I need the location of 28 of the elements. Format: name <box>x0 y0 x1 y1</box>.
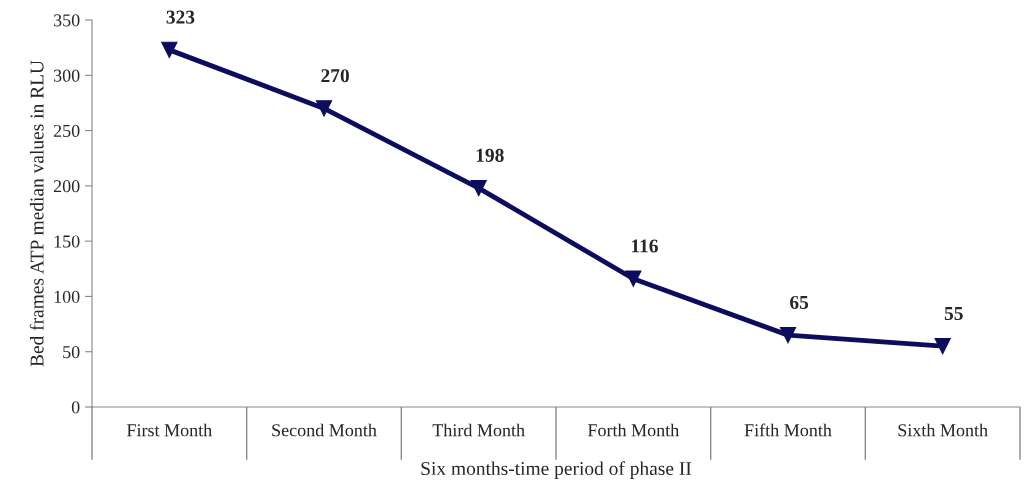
data-label: 55 <box>944 307 963 321</box>
point <box>779 326 797 344</box>
data-label: 116 <box>631 239 658 253</box>
data-label: 270 <box>321 69 349 83</box>
y-tick-label: 50 <box>63 345 80 359</box>
y-tick-label: 0 <box>71 401 80 414</box>
x-tick-label: Sixth Month <box>898 423 988 437</box>
y-tick-label: 300 <box>53 69 80 82</box>
data-label: 65 <box>790 295 809 309</box>
y-tick-label: 150 <box>54 235 80 248</box>
y-tick-label: 350 <box>53 14 80 27</box>
data-label: 323 <box>166 10 195 24</box>
point <box>470 179 487 197</box>
x-tick-label: Fifth Month <box>744 423 832 437</box>
x-tick-label: First Month <box>126 423 212 437</box>
point <box>161 41 178 59</box>
point <box>315 100 333 117</box>
y-tick-label: 200 <box>53 180 80 193</box>
y-axis-title: Bed frames ATP median values in RLU <box>29 60 44 367</box>
x-tick-label: Third Month <box>432 423 525 437</box>
y-tick-label: 250 <box>53 124 80 138</box>
point <box>625 270 642 287</box>
data-label: 198 <box>476 148 504 162</box>
x-tick-label: Forth Month <box>587 423 679 437</box>
x-tick-label: Second Month <box>272 423 377 437</box>
y-tick-label: 100 <box>54 290 80 303</box>
x-axis-title: Six months-time period of phase II <box>421 461 692 480</box>
point <box>934 338 951 355</box>
